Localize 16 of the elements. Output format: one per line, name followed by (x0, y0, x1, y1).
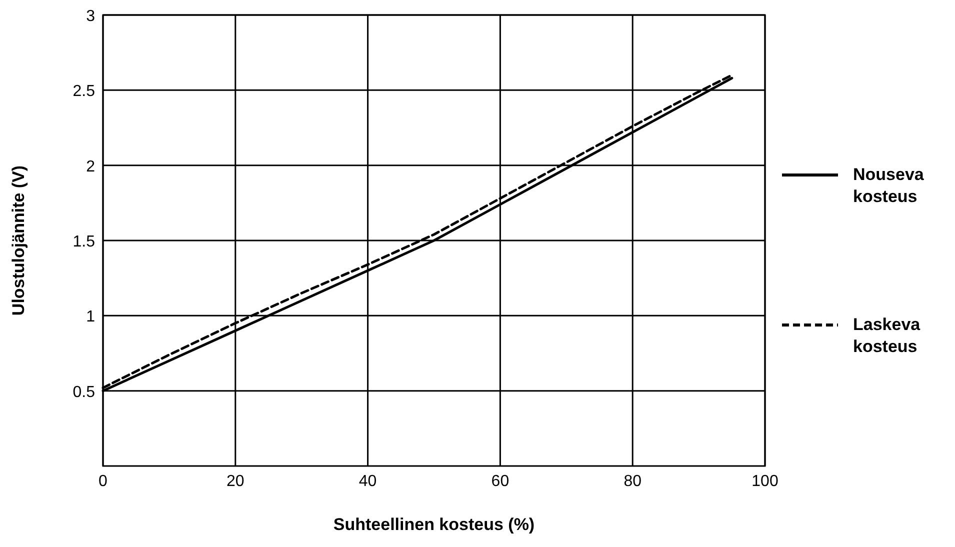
x-tick-label: 60 (491, 473, 510, 490)
y-tick-label: 2 (86, 158, 96, 176)
x-tick-label: 0 (98, 473, 108, 490)
y-tick-label: 1 (86, 308, 96, 326)
legend-label: Laskeva kosteus (853, 315, 921, 356)
y-tick-label: 2.5 (72, 83, 96, 100)
y-axis-title: Ulostulojännite (V) (9, 165, 28, 316)
x-tick-label: 100 (752, 473, 778, 490)
x-tick-label: 80 (624, 473, 642, 490)
x-tick-label: 20 (226, 473, 244, 490)
y-tick-label: 3 (86, 8, 96, 25)
x-tick-label: 40 (358, 473, 377, 490)
legend-label: Nouseva kosteus (853, 165, 924, 206)
x-axis-title: Suhteellinen kosteus (%) (333, 515, 535, 534)
y-tick-label: 0.5 (72, 384, 96, 401)
y-tick-label: 1.5 (72, 234, 96, 250)
